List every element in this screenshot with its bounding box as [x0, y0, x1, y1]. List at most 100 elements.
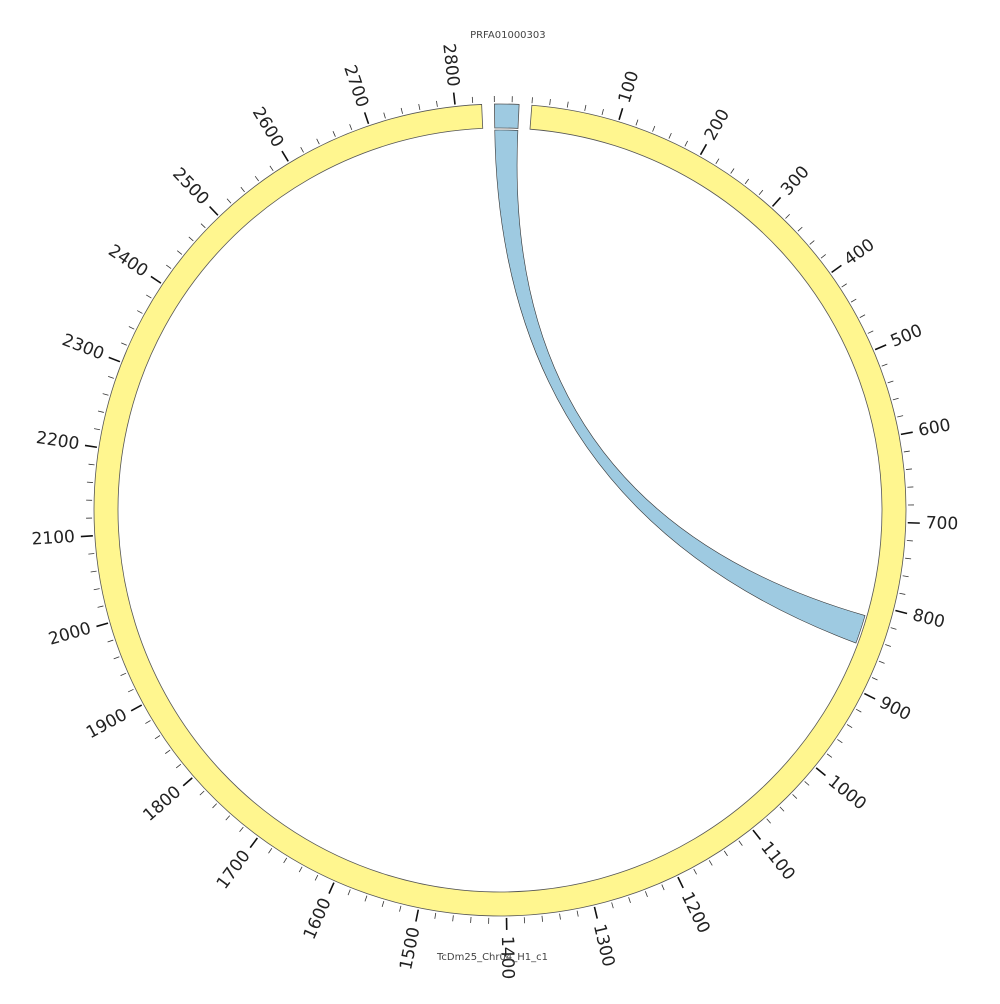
minor-tick — [384, 113, 386, 119]
minor-tick — [629, 897, 631, 903]
minor-tick — [636, 120, 638, 126]
major-tick — [183, 778, 192, 786]
major-tick — [594, 907, 597, 919]
minor-tick — [612, 902, 614, 908]
minor-tick — [739, 841, 743, 846]
minor-tick — [400, 906, 401, 912]
tick-label: 2400 — [104, 241, 151, 282]
tick-label: 1300 — [589, 922, 618, 969]
minor-tick — [780, 807, 784, 811]
minor-tick — [767, 819, 771, 824]
major-tick — [753, 830, 760, 839]
minor-tick — [453, 915, 454, 921]
major-tick — [678, 877, 683, 888]
minor-tick — [685, 141, 688, 146]
minor-tick — [177, 251, 182, 255]
minor-tick — [103, 394, 109, 396]
tick-label: 2300 — [59, 330, 107, 364]
major-tick — [96, 623, 108, 626]
tick-label: 1100 — [756, 838, 799, 884]
minor-tick — [94, 589, 100, 590]
major-tick — [210, 207, 218, 216]
tick-label: 100 — [615, 69, 644, 106]
minor-tick — [201, 224, 205, 228]
major-tick — [329, 883, 334, 894]
minor-tick — [759, 190, 763, 195]
minor-tick — [851, 299, 856, 302]
minor-tick — [560, 914, 561, 920]
minor-tick — [128, 689, 133, 692]
tick-label: 1200 — [677, 889, 714, 937]
tick-label: 2000 — [46, 618, 93, 649]
tick-label: 1900 — [83, 705, 131, 743]
major-tick — [109, 357, 120, 361]
major-tick — [85, 445, 97, 447]
major-tick — [81, 536, 93, 537]
minor-tick — [856, 709, 861, 712]
minor-tick — [176, 764, 181, 768]
minor-tick — [200, 791, 204, 795]
minor-tick — [145, 720, 150, 723]
minor-tick — [827, 754, 832, 758]
minor-tick — [268, 848, 271, 853]
minor-tick — [709, 860, 712, 865]
minor-tick — [724, 851, 727, 856]
tick-label: 2600 — [248, 104, 288, 151]
minor-tick — [88, 553, 94, 554]
minor-tick — [284, 858, 287, 863]
minor-tick — [810, 241, 815, 245]
minor-tick — [842, 284, 847, 287]
minor-tick — [89, 464, 95, 465]
major-tick — [773, 197, 781, 206]
tick-label: 900 — [876, 693, 914, 725]
minor-tick — [879, 661, 885, 663]
minor-tick — [91, 571, 97, 572]
minor-tick — [885, 645, 891, 647]
minor-tick — [653, 126, 655, 132]
major-tick — [832, 265, 842, 272]
minor-tick — [166, 265, 171, 269]
minor-tick — [348, 890, 350, 896]
tick-label: 2700 — [339, 63, 372, 110]
major-tick — [454, 93, 455, 105]
major-tick — [864, 694, 875, 699]
segment-label: PRFA01000303 — [470, 30, 546, 41]
minor-tick — [805, 781, 809, 785]
minor-tick — [837, 739, 842, 742]
tick-label: 1600 — [300, 895, 336, 943]
major-tick — [901, 432, 913, 434]
tick-label: 300 — [777, 162, 814, 200]
minor-tick — [121, 343, 126, 345]
minor-tick — [270, 166, 273, 171]
minor-tick — [98, 411, 104, 412]
minor-tick — [226, 816, 230, 820]
major-tick — [250, 838, 257, 848]
minor-tick — [189, 237, 194, 241]
tick-label: 500 — [888, 321, 926, 352]
major-tick — [816, 768, 825, 776]
major-tick — [365, 112, 369, 123]
link-ribbon — [495, 130, 865, 643]
minor-tick — [114, 657, 120, 659]
minor-tick — [872, 677, 877, 679]
major-tick — [895, 611, 907, 614]
minor-tick — [382, 901, 384, 907]
minor-tick — [888, 381, 894, 383]
minor-tick — [98, 606, 104, 607]
minor-tick — [240, 827, 244, 832]
tick-label: 800 — [910, 605, 946, 632]
minor-tick — [645, 891, 647, 897]
minor-tick — [365, 896, 367, 902]
minor-tick — [906, 469, 912, 470]
minor-tick — [436, 101, 437, 107]
major-tick — [131, 705, 142, 711]
minor-tick — [155, 736, 160, 739]
tick-label: 200 — [701, 106, 734, 144]
tick-label: 1500 — [396, 925, 424, 971]
minor-tick — [333, 131, 335, 136]
minor-tick — [602, 109, 603, 115]
minor-tick — [745, 179, 749, 184]
major-tick — [282, 151, 288, 161]
minor-tick — [904, 451, 910, 452]
minor-tick — [255, 176, 259, 181]
